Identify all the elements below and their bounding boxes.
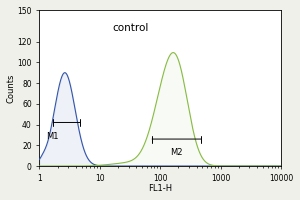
X-axis label: FL1-H: FL1-H — [148, 184, 172, 193]
Y-axis label: Counts: Counts — [7, 74, 16, 103]
Text: M2: M2 — [170, 148, 183, 157]
Text: M1: M1 — [46, 132, 59, 141]
Text: control: control — [112, 23, 148, 33]
